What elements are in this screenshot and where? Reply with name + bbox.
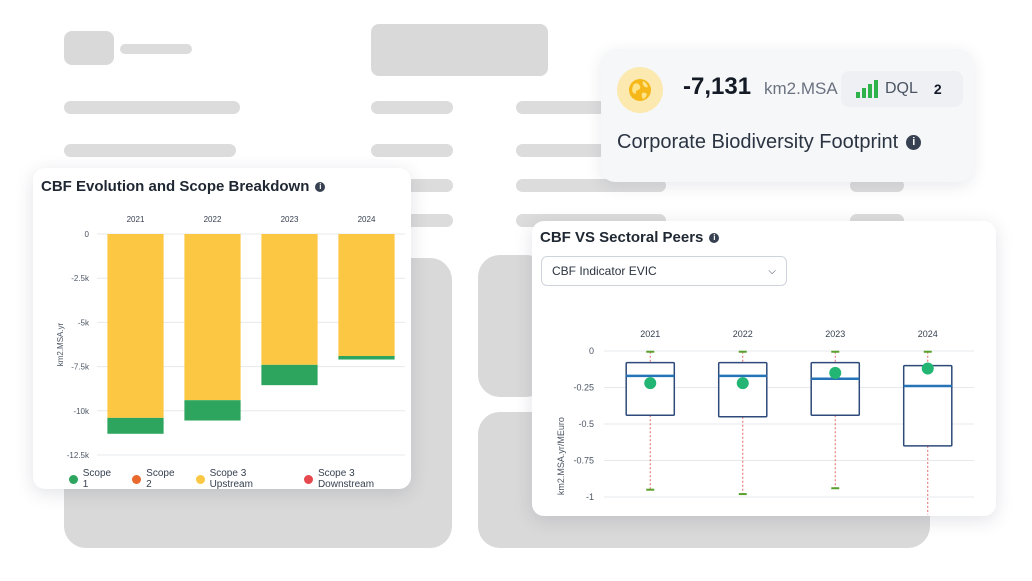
skeleton-avatar <box>64 31 114 65</box>
info-icon[interactable]: i <box>709 232 720 243</box>
x-tick-label: 2023 <box>825 329 845 339</box>
signal-bars-icon <box>856 80 878 98</box>
kpi-card: -7,131 km2.MSA DQL 2 Corporate Biodivers… <box>601 49 973 182</box>
skeleton-line <box>120 44 192 54</box>
y-axis-label: km2.MSA.yr/MEuro <box>556 417 566 495</box>
evolution-legend: Scope 1 Scope 2 Scope 3 Upstream Scope 3 Do… <box>69 468 411 489</box>
kpi-title-text: Corporate Biodiversity Footprint <box>617 131 899 153</box>
kpi-value: -7,131 <box>683 73 752 100</box>
skeleton-line <box>371 144 453 157</box>
skeleton-line <box>64 144 236 157</box>
peers-card-title: CBF VS Sectoral Peers i <box>540 229 720 246</box>
company-point <box>829 366 842 379</box>
x-tick-label: 2022 <box>204 215 222 224</box>
box <box>810 361 861 416</box>
box <box>902 364 953 447</box>
legend-item[interactable]: Scope 1 <box>69 468 118 489</box>
skeleton-line <box>371 101 453 114</box>
cbf-peers-card: CBF VS Sectoral Peers i CBF Indicator EV… <box>532 221 996 516</box>
bar-segment <box>261 234 318 365</box>
x-tick-label: 2024 <box>918 329 938 339</box>
x-tick-label: 2021 <box>640 329 660 339</box>
y-axis-label: km2.MSA.yr <box>56 322 65 366</box>
skeleton-line <box>516 144 606 157</box>
bar-segment <box>338 234 395 356</box>
legend-item[interactable]: Scope 3 Downstream <box>304 468 411 489</box>
evolution-title-text: CBF Evolution and Scope Breakdown <box>41 178 310 195</box>
globe-icon <box>629 79 651 101</box>
legend-label: Scope 3 Upstream <box>209 468 253 489</box>
bar-segment <box>338 355 395 360</box>
legend-label: Scope 1 <box>82 468 112 489</box>
legend-label: Scope 2 <box>146 468 175 489</box>
company-point <box>644 377 657 390</box>
skeleton-line <box>64 101 240 114</box>
legend-item[interactable]: Scope 3 Upstream <box>195 468 290 489</box>
y-tick-label: 0 <box>589 346 594 356</box>
legend-marker <box>132 474 142 484</box>
y-tick-label: -12.5k <box>67 451 90 460</box>
legend-label: Scope 3 Downstream <box>317 468 375 489</box>
dql-label: DQL <box>885 80 918 97</box>
legend-item[interactable]: Scope 2 <box>132 468 181 489</box>
skeleton-line <box>516 179 666 192</box>
cbf-evolution-chart: 0 -2.5k -5k -7.5k -10k -12.5k km2.MSA.yr 2021 20… <box>56 215 405 460</box>
y-tick-label: -1 <box>586 492 594 502</box>
skeleton-line <box>516 101 606 114</box>
y-tick-label: -0.5 <box>578 419 594 429</box>
y-tick-label: -10k <box>73 407 90 416</box>
y-tick-label: -5k <box>78 318 90 327</box>
peers-title-text: CBF VS Sectoral Peers <box>540 229 704 246</box>
skeleton-header-block <box>371 24 548 76</box>
dql-badge: DQL 2 <box>841 71 963 107</box>
bar-segment <box>184 400 241 421</box>
x-tick-label: 2023 <box>281 215 299 224</box>
globe-icon-badge <box>617 67 663 113</box>
info-icon[interactable]: i <box>315 181 326 192</box>
x-tick-label: 2022 <box>733 329 753 339</box>
legend-marker <box>195 474 205 484</box>
bar-segment <box>107 234 164 418</box>
legend-marker <box>69 474 78 484</box>
legend-marker <box>304 474 313 484</box>
x-tick-label: 2021 <box>127 215 145 224</box>
company-point <box>736 377 749 390</box>
skeleton-line <box>850 179 904 192</box>
box <box>717 361 768 418</box>
cbf-evolution-card: CBF Evolution and Scope Breakdown i 0 -2.… <box>33 168 411 489</box>
kpi-title: Corporate Biodiversity Footprint i <box>617 131 922 154</box>
x-tick-label: 2024 <box>358 215 376 224</box>
kpi-unit: km2.MSA <box>764 79 838 98</box>
bar-segment <box>184 234 241 401</box>
bar-segment <box>107 417 164 434</box>
y-tick-label: -0.75 <box>573 456 594 466</box>
cbf-peers-chart: 0 -0.25 -0.5 -0.75 -1 km2.MSA.yr/MEuro 2021 202… <box>556 329 974 515</box>
info-icon[interactable]: i <box>906 135 922 150</box>
chevron-down-icon: ⌵ <box>768 265 776 277</box>
dql-value: 2 <box>933 81 942 97</box>
y-tick-label: -7.5k <box>71 363 90 372</box>
company-point <box>921 362 934 375</box>
indicator-select-value: CBF Indicator EVIC <box>552 264 657 278</box>
y-tick-label: -2.5k <box>71 274 90 283</box>
y-tick-label: -0.25 <box>573 383 594 393</box>
indicator-select[interactable]: CBF Indicator EVIC ⌵ <box>541 256 787 286</box>
bar-segment <box>261 364 318 386</box>
y-tick-label: 0 <box>85 230 90 239</box>
evolution-card-title: CBF Evolution and Scope Breakdown i <box>41 178 326 195</box>
